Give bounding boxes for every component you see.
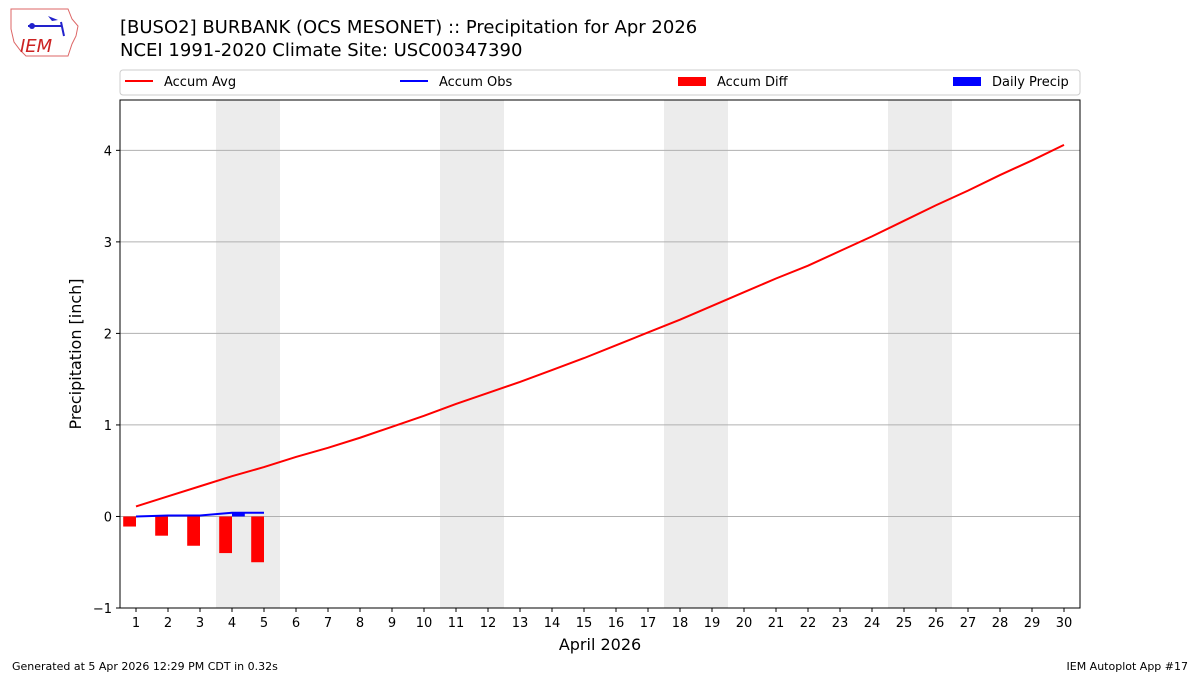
legend-swatch [678,77,706,86]
x-axis-label: April 2026 [559,635,641,654]
x-tick-label: 28 [992,616,1009,631]
x-tick-label: 9 [388,616,396,631]
x-tick-label: 6 [292,616,300,631]
x-tick-label: 20 [736,616,753,631]
x-tick-label: 19 [704,616,721,631]
weekend-shade [888,100,952,608]
app-footer: IEM Autoplot App #17 [1066,660,1189,673]
bar-accum-diff [155,516,168,536]
x-tick-label: 16 [608,616,625,631]
x-tick-label: 15 [576,616,593,631]
bar-accum-diff [219,516,232,554]
bar-daily-precip [232,512,245,517]
x-tick-label: 13 [512,616,529,631]
x-tick-label: 8 [356,616,364,631]
x-tick-label: 30 [1056,616,1073,631]
chart-title: [BUSO2] BURBANK (OCS MESONET) :: Precipi… [120,17,698,38]
x-tick-label: 12 [480,616,497,631]
generated-footer: Generated at 5 Apr 2026 12:29 PM CDT in … [12,660,278,673]
y-tick-label: 1 [104,419,112,434]
x-tick-label: 5 [260,616,268,631]
x-tick-label: 23 [832,616,849,631]
weekend-shade [664,100,728,608]
bar-accum-diff [123,516,136,527]
legend-label: Daily Precip [992,75,1069,90]
iem-logo: IEM [10,8,79,57]
x-tick-label: 3 [196,616,204,631]
x-tick-label: 14 [544,616,561,631]
weekend-shade [440,100,504,608]
x-tick-label: 24 [864,616,881,631]
x-tick-label: 29 [1024,616,1041,631]
legend-swatch [953,77,981,86]
line-accum-avg [135,143,1065,508]
x-tick-label: 17 [640,616,657,631]
bar-accum-diff [251,516,264,563]
line-accum-obs [135,511,264,518]
chart-subtitle: NCEI 1991-2020 Climate Site: USC00347390 [120,40,523,61]
bar-accum-diff [187,516,200,546]
legend-label: Accum Diff [717,75,789,90]
legend-label: Accum Avg [164,75,236,90]
y-tick-label: 3 [104,236,112,251]
x-tick-label: 2 [164,616,172,631]
plot-frame [119,99,1081,609]
x-tick-label: 25 [896,616,913,631]
legend: Accum Avg Accum Obs Accum Diff Daily Precip [119,69,1081,96]
y-tick-label: 2 [104,327,112,342]
y-tick-label: 0 [104,510,112,525]
x-tick-label: 4 [228,616,236,631]
x-tick-label: 22 [800,616,817,631]
x-tick-label: 18 [672,616,689,631]
y-tick-label: −1 [93,602,112,617]
x-tick-label: 1 [132,616,140,631]
x-tick-label: 26 [928,616,945,631]
y-tick-label: 4 [104,144,112,159]
legend-label: Accum Obs [439,75,512,90]
y-axis-label: Precipitation [inch] [66,278,85,429]
x-tick-label: 7 [324,616,332,631]
x-tick-label: 10 [416,616,433,631]
x-tick-label: 11 [448,616,465,631]
x-tick-label: 27 [960,616,977,631]
svg-text:IEM: IEM [20,36,53,57]
x-tick-label: 21 [768,616,785,631]
